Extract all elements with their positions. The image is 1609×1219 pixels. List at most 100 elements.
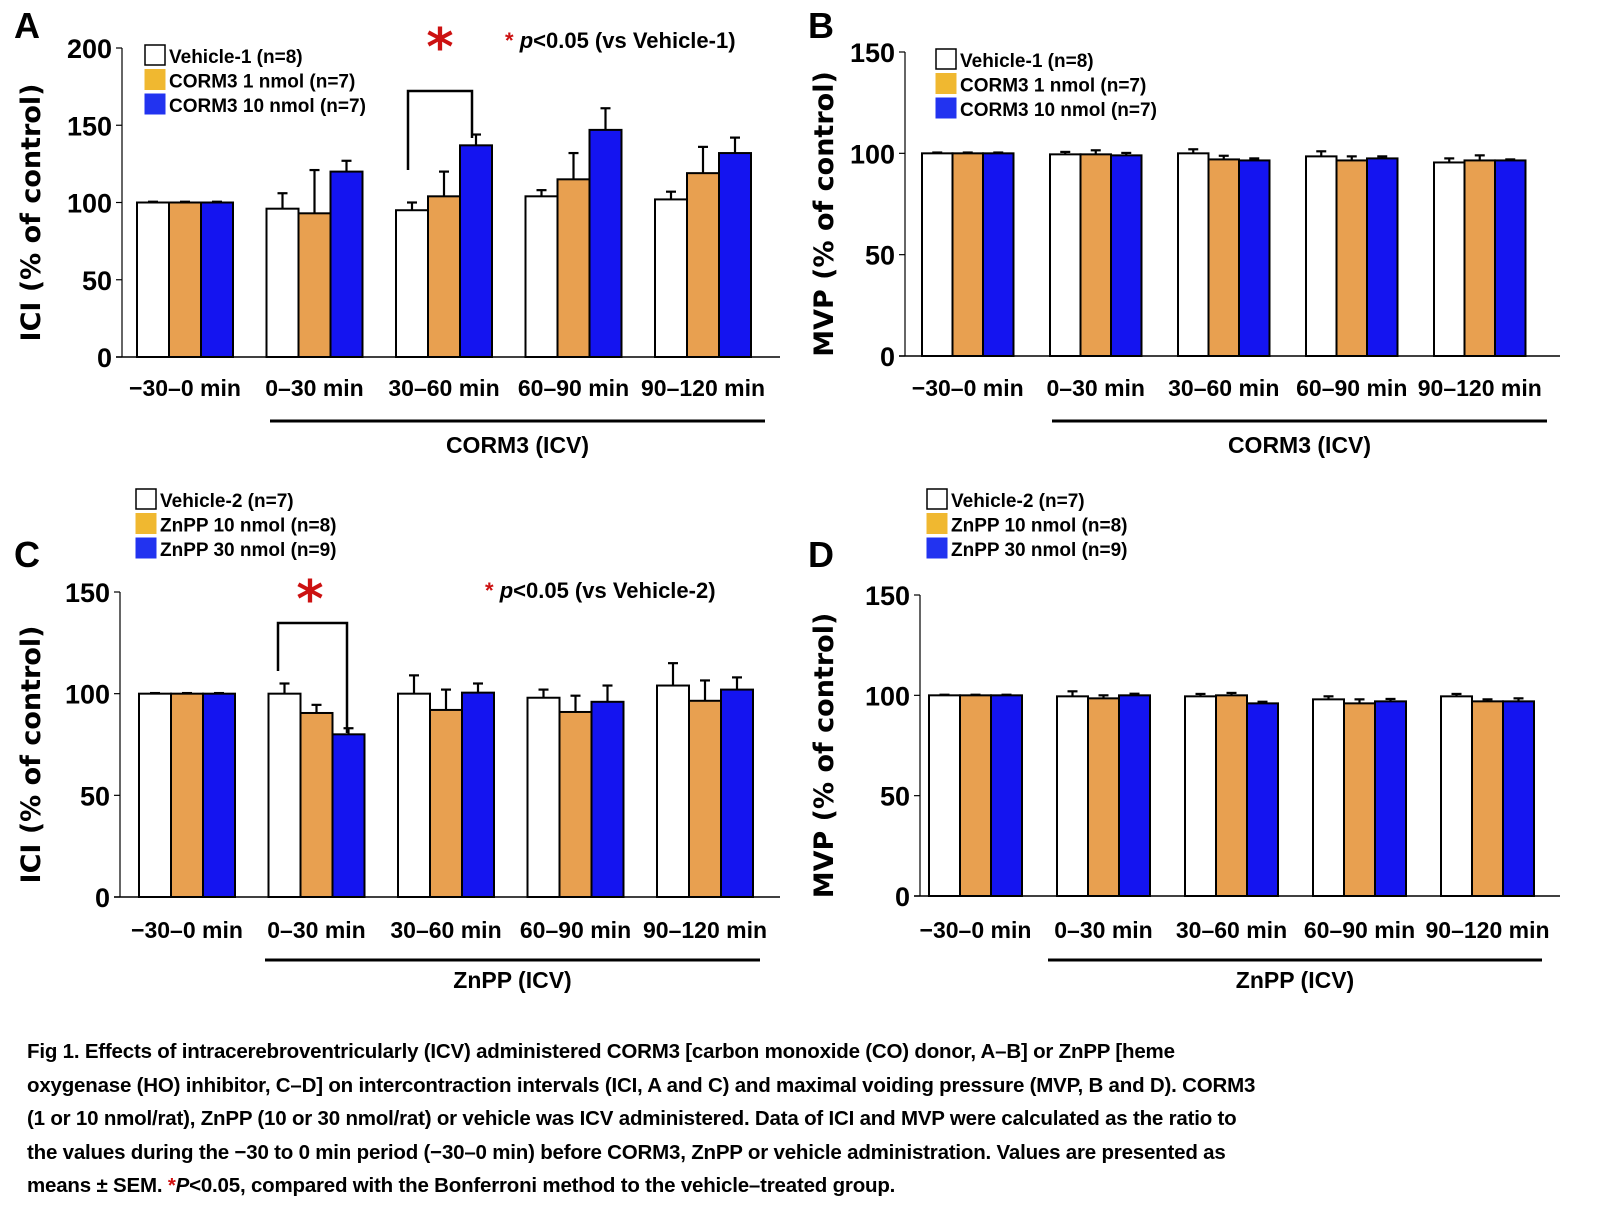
panel-letter: A (14, 5, 40, 46)
legend-swatch (144, 69, 166, 90)
bar (427, 195, 461, 358)
p-symbol: p (519, 28, 533, 53)
x-tick-label: 60–90 min (520, 917, 631, 943)
bar (1440, 695, 1473, 897)
x-tick-label: 30–60 min (1168, 375, 1279, 401)
figure-caption: Fig 1. Effects of intracerebroventricula… (27, 1035, 1597, 1203)
bar (556, 178, 591, 358)
legend-label: CORM3 1 nmol (n=7) (960, 76, 1146, 97)
x-tick-label: 90–120 min (1425, 917, 1549, 943)
x-tick-label: 30–60 min (388, 375, 499, 401)
y-tick-label: 50 (80, 781, 110, 811)
x-tick-label: −30–0 min (129, 375, 241, 401)
y-tick-label: 150 (65, 578, 110, 608)
y-tick-label: 50 (82, 266, 112, 296)
significance-note: * p<0.05 (vs Vehicle-2) (485, 578, 716, 603)
legend-label: ZnPP 10 nmol (n=8) (160, 516, 337, 537)
x-tick-label: 90–120 min (641, 375, 765, 401)
bar (718, 152, 752, 358)
bar (588, 128, 623, 358)
significance-note-text: <0.05 (vs Vehicle-2) (513, 578, 715, 603)
p-symbol: p (499, 578, 513, 603)
x-tick-label: 60–90 min (1296, 375, 1407, 401)
panel-letter: D (808, 534, 834, 575)
bar (1246, 702, 1279, 897)
panel-d: D 0 50 100 150 MVP (% of control) −30–0 min 0–3… (808, 488, 1560, 993)
x-tick-label: −30–0 min (131, 917, 243, 943)
legend-label: Vehicle-1 (n=8) (960, 51, 1094, 72)
y-tick-label: 50 (880, 782, 910, 812)
y-tick-label: 100 (65, 680, 110, 710)
legend-label: ZnPP 10 nmol (n=8) (951, 516, 1128, 537)
legend-swatch (926, 513, 948, 534)
bar (200, 201, 234, 358)
x-tick-label: 0–30 min (1054, 917, 1152, 943)
legend-swatch (135, 513, 157, 534)
significance-star: * (485, 578, 500, 603)
bar (1056, 695, 1089, 897)
y-tick-label: 0 (895, 882, 910, 912)
treatment-label: CORM3 (ICV) (446, 432, 589, 458)
bar (654, 198, 688, 358)
legend: Vehicle-1 (n=8) CORM3 1 nmol (n=7) CORM3 1… (935, 48, 1157, 121)
bar (1366, 157, 1399, 357)
bar (1463, 159, 1496, 357)
bar (1433, 161, 1466, 357)
bar (1343, 702, 1376, 897)
bar (297, 212, 332, 358)
bar (1335, 159, 1368, 357)
y-axis-label: ICI (% of control) (16, 626, 47, 884)
significance-star: * (505, 28, 520, 53)
bar (299, 711, 334, 898)
x-tick-label: 60–90 min (1304, 917, 1415, 943)
significance-bracket (276, 621, 349, 733)
caption-line: (1 or 10 nmol/rat), ZnPP (10 or 30 nmol/… (27, 1107, 1237, 1130)
bar (688, 699, 722, 898)
bar (397, 692, 431, 899)
panel-b: B 0 50 100 150 MVP (% of control) −30–0 min 0–3… (808, 5, 1560, 458)
y-axis-label: ICI (% of control) (16, 84, 47, 342)
panel-a: A 0 50 100 150 200 ICI (% of control) −30–0 min… (14, 5, 780, 458)
legend-swatch (926, 488, 948, 510)
caption-prefix: means ± SEM. (27, 1174, 168, 1197)
significance-bracket (406, 89, 474, 170)
x-tick-label: −30–0 min (912, 375, 1024, 401)
significance-note-text: <0.05 (vs Vehicle-1) (533, 28, 735, 53)
bar (686, 172, 720, 358)
legend-swatch (926, 537, 948, 559)
bar (951, 152, 984, 357)
legend-swatch (935, 97, 957, 119)
legend-label: ZnPP 30 nmol (n=9) (160, 540, 337, 561)
x-tick-label: 90–120 min (643, 917, 767, 943)
bar (558, 710, 593, 899)
bar (1049, 153, 1082, 357)
bar (1305, 155, 1338, 357)
caption-star: * (167, 1174, 176, 1197)
bar (136, 201, 170, 358)
x-tick-label: 0–30 min (265, 375, 363, 401)
caption-line: Fig 1. Effects of intracerebroventricula… (27, 1040, 1175, 1063)
bar (395, 209, 429, 358)
bar (959, 694, 992, 897)
bar (656, 684, 690, 898)
x-tick-label: 0–30 min (267, 917, 365, 943)
bar (138, 692, 172, 899)
legend-swatch (135, 537, 157, 559)
legend-label: Vehicle-2 (n=7) (951, 491, 1085, 512)
bar (1184, 695, 1217, 897)
bar (1238, 159, 1271, 357)
legend-swatch (935, 48, 957, 70)
legend-label: Vehicle-2 (n=7) (160, 491, 294, 512)
legend: Vehicle-2 (n=7) ZnPP 10 nmol (n=8) ZnPP 30… (135, 488, 337, 561)
y-tick-label: 100 (850, 139, 895, 169)
legend-swatch (144, 44, 166, 66)
bar (429, 708, 463, 899)
legend-swatch (144, 93, 166, 115)
legend-label: CORM3 1 nmol (n=7) (169, 72, 355, 93)
panel-letter: C (14, 534, 40, 575)
caption-suffix: <0.05, compared with the Bonferroni meth… (189, 1174, 896, 1197)
bar (1312, 698, 1345, 898)
y-axis-label: MVP (% of control) (809, 613, 840, 899)
significance-note: * p<0.05 (vs Vehicle-1) (505, 28, 736, 53)
caption-p: P (175, 1174, 190, 1197)
